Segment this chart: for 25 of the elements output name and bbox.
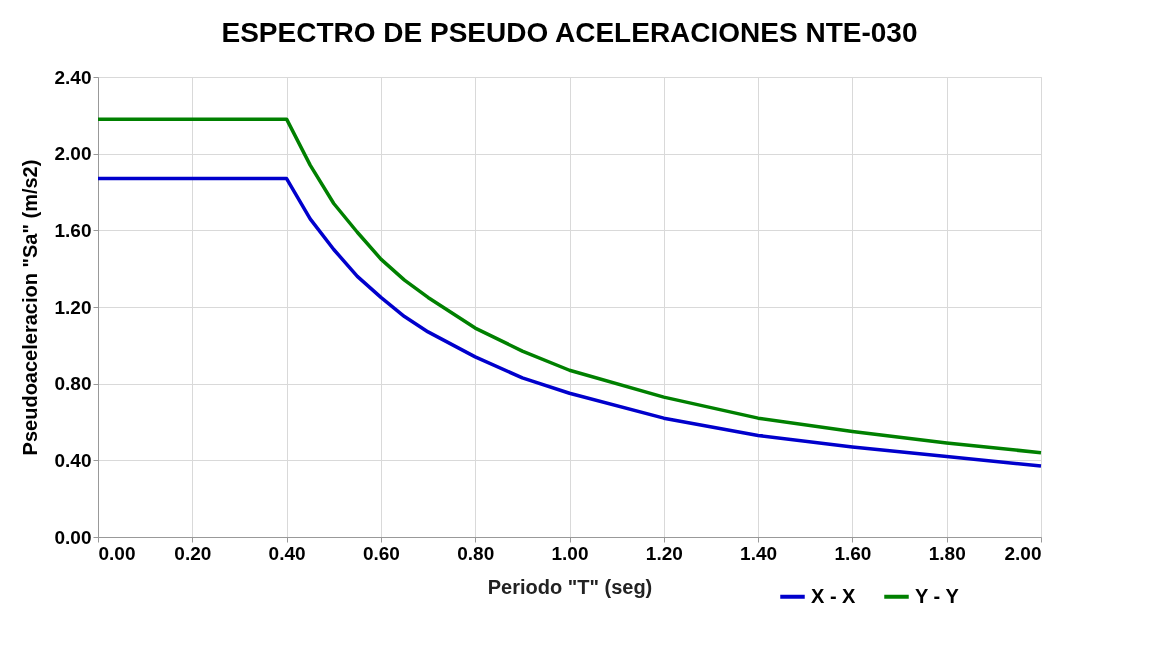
y-tick-label: 2.40 [54, 66, 92, 88]
line-series [96, 117, 1043, 455]
x-tick-label: 0.20 [174, 542, 212, 564]
x-tick-label: 2.00 [1004, 542, 1042, 564]
x-tick-label: 1.20 [645, 542, 683, 564]
x-tick-label: 0.00 [98, 542, 136, 564]
legend-label: X - X [811, 584, 857, 607]
x-tick-label: 0.80 [457, 542, 495, 564]
legend-label: Y - Y [915, 584, 960, 607]
y-tick-label: 1.60 [54, 219, 92, 241]
x-tick-label: 1.80 [928, 542, 966, 564]
x-axis-title: Periodo "T" (seg) [487, 575, 653, 598]
y-tick-label: 0.00 [54, 526, 92, 548]
x-tick-label: 0.60 [362, 542, 400, 564]
x-tick-label: 1.60 [834, 542, 872, 564]
x-tick-label: 1.40 [740, 542, 778, 564]
y-tick-label: 0.80 [54, 373, 92, 395]
y-axis-title: Pseudoaceleracion "Sa" (m/s2) [18, 159, 41, 456]
y-tick-label: 0.40 [54, 449, 92, 471]
y-tick-label: 2.00 [54, 143, 92, 165]
chart-title: ESPECTRO DE PSEUDO ACELERACIONES NTE-030 [221, 17, 918, 48]
x-tick-label: 0.40 [268, 542, 306, 564]
line-series [96, 176, 1043, 468]
y-tick-label: 1.20 [54, 296, 92, 318]
x-tick-label: 1.00 [551, 542, 589, 564]
